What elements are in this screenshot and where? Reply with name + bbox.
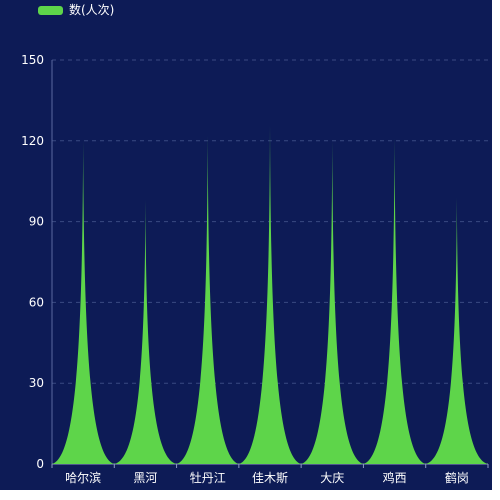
bar-鹤岗 [425,197,488,465]
y-tick-label-150: 150 [21,53,44,67]
bar-哈尔滨 [52,140,115,465]
bar-大庆 [301,140,364,465]
x-tick-label-黑河: 黑河 [133,471,157,485]
bar-佳木斯 [238,124,302,464]
bar-黑河 [114,200,177,464]
legend-swatch [38,5,63,15]
chart-panel: 数(人次) 0 30 60 90 120 150 哈尔滨 黑河 牡丹江 佳木斯 大庆 鸡西 鹤岗 [0,0,492,490]
x-tick-label-牡丹江: 牡丹江 [190,470,226,485]
x-tick-label-鹤岗: 鹤岗 [445,470,469,485]
y-tick-label-60: 60 [29,295,44,309]
x-tick-label-大庆: 大庆 [320,471,344,485]
y-tick-label-90: 90 [29,215,44,229]
y-tick-label-0: 0 [36,457,44,471]
x-tick-label-佳木斯: 佳木斯 [252,471,288,485]
bar-鸡西 [363,138,426,464]
chart-plot: 0 30 60 90 120 150 哈尔滨 黑河 牡丹江 佳木斯 大庆 鸡西 鹤岗 [21,53,489,485]
legend[interactable]: 数(人次) [38,2,114,18]
y-tick-label-30: 30 [29,376,44,390]
legend-label: 数(人次) [69,3,115,17]
x-tick-label-哈尔滨: 哈尔滨 [65,470,101,485]
y-tick-label-120: 120 [21,134,44,148]
x-tick-label-鸡西: 鸡西 [383,470,407,485]
bar-牡丹江 [176,135,239,464]
